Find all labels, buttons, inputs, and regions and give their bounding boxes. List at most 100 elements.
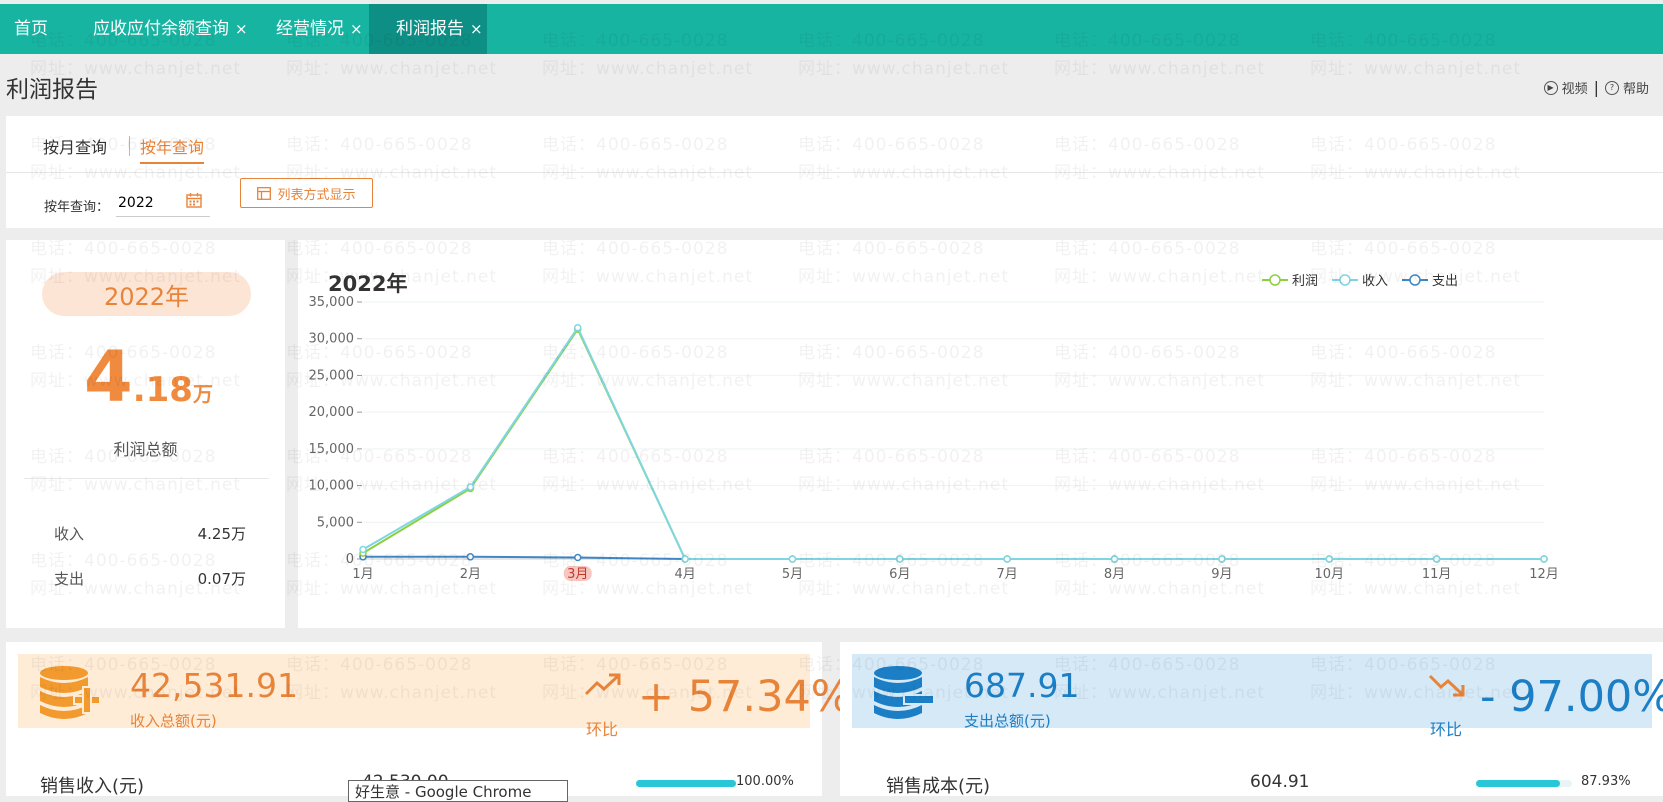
coins-plus-icon <box>40 666 100 719</box>
y-tick-label: 25,000 <box>309 368 355 383</box>
tab-label: 利润报告 <box>396 19 464 39</box>
series-line-1 <box>362 327 1544 560</box>
divider <box>129 136 130 156</box>
income-mom-percent: + 57.34% <box>638 672 852 722</box>
tab-business-status[interactable]: 经营情况 × <box>276 4 363 54</box>
watermark-site: 网址：www.chanjet.net <box>286 59 498 79</box>
calendar-icon[interactable] <box>186 193 202 208</box>
progress-fill <box>636 780 736 787</box>
profit-summary-panel: 2022年 4.18万 利润总额 收入 4.25万 支出 0.07万 <box>6 240 285 628</box>
expense-total-label: 支出总额(元) <box>964 712 1051 730</box>
data-point <box>1003 555 1011 563</box>
data-point <box>359 545 367 554</box>
y-tick-label: 15,000 <box>309 442 355 457</box>
legend-label: 支出 <box>1432 274 1459 289</box>
profit-integer: 4 <box>84 336 133 418</box>
expense-card-header: 687.91 支出总额(元) 环比 - 97.00% <box>852 654 1663 739</box>
legend-marker <box>1262 273 1288 286</box>
close-icon[interactable]: × <box>350 20 363 38</box>
x-tick-label: 6月 <box>889 567 910 582</box>
income-value: 4.25万 <box>197 525 246 543</box>
mom-label: 环比 <box>586 720 619 739</box>
expense-mom-percent: - 97.00% <box>1480 672 1663 722</box>
y-tick-label: 20,000 <box>309 405 355 420</box>
tab-receivable-payable[interactable]: 应收应付余额查询 × <box>93 4 248 54</box>
y-tick-label: 35,000 <box>309 295 355 310</box>
tab-label: 首页 <box>14 19 48 39</box>
year-filter-label: 按年查询： <box>44 200 110 215</box>
tab-bar: 首页 应收应付余额查询 × 经营情况 × 利润报告 × <box>0 4 1663 54</box>
x-tick-label: 4月 <box>674 567 695 582</box>
series-line-2 <box>362 325 1544 560</box>
data-point <box>1325 555 1334 563</box>
sales-income-label: 销售收入(元) <box>40 776 145 797</box>
page-title: 利润报告 <box>6 77 98 103</box>
expense-summary-row: 支出 0.07万 <box>54 568 246 589</box>
progress-fill <box>1476 780 1561 787</box>
x-tick-label: 9月 <box>1211 567 1232 582</box>
filter-panel: 按月查询 按年查询 按年查询： 列表方式显示 <box>6 116 1663 228</box>
tab-label: 应收应付余额查询 <box>93 19 229 39</box>
watermark-site: 网址：www.chanjet.net <box>1054 59 1266 79</box>
legend-item[interactable]: 支出 <box>1402 270 1458 289</box>
data-point <box>466 483 475 491</box>
watermark-site: 网址：www.chanjet.net <box>542 59 754 79</box>
x-tick-label: 10月 <box>1314 567 1344 582</box>
tab-month-query[interactable]: 按月查询 <box>43 138 108 157</box>
tab-profit-report[interactable]: 利润报告 × <box>369 4 487 54</box>
top-links: ▶ 视频 | ? 帮助 <box>1543 78 1649 97</box>
profit-chart-panel: 0 5,000 10,000 15,000 20,000 25,000 30,000 35,0… <box>298 240 1663 628</box>
expense-label: 支出 <box>54 570 85 588</box>
legend-marker <box>1332 273 1359 286</box>
play-icon: ▶ <box>1543 80 1558 95</box>
x-tick-label: 1月 <box>352 567 373 582</box>
chart-legend: 利润 收入 支出 <box>1262 270 1472 289</box>
watermark-site: 网址：www.chanjet.net <box>798 59 1010 79</box>
tab-home[interactable]: 首页 <box>14 4 48 54</box>
watermark-site: 网址：www.chanjet.net <box>1310 59 1522 79</box>
y-tick-label: 30,000 <box>309 332 355 347</box>
profit-decimal: .18 <box>132 370 193 410</box>
close-icon[interactable]: × <box>470 20 483 38</box>
legend-label: 收入 <box>1362 274 1389 289</box>
trend-up-icon <box>584 673 621 696</box>
legend-item[interactable]: 利润 <box>1262 270 1318 289</box>
mom-label: 环比 <box>1430 720 1463 739</box>
window-tooltip: 好生意 - Google Chrome <box>348 780 568 802</box>
income-label: 收入 <box>54 525 85 543</box>
tab-year-query[interactable]: 按年查询 <box>140 134 205 164</box>
divider <box>6 172 1663 173</box>
sales-cost-value: 604.91 <box>1250 772 1310 792</box>
data-point <box>573 323 582 332</box>
expense-total-amount: 687.91 <box>964 666 1080 705</box>
x-tick-label: 8月 <box>1104 567 1125 582</box>
x-tick-label: 7月 <box>997 567 1018 582</box>
legend-item[interactable]: 收入 <box>1332 270 1388 289</box>
sales-cost-progress <box>1476 780 1572 787</box>
close-icon[interactable]: × <box>235 20 248 38</box>
help-link[interactable]: ? 帮助 <box>1604 78 1649 97</box>
income-card-header: 42,531.91 收入总额(元) 环比 + 57.34% <box>18 654 852 739</box>
video-link[interactable]: ▶ 视频 <box>1543 78 1588 97</box>
trend-down-icon <box>1428 674 1465 697</box>
question-icon: ? <box>1604 80 1619 95</box>
income-summary-row: 收入 4.25万 <box>54 523 246 544</box>
data-point <box>466 553 475 561</box>
x-tick-highlight <box>563 566 592 581</box>
list-view-button[interactable]: 列表方式显示 <box>240 178 373 208</box>
divider: | <box>1593 78 1599 97</box>
legend-marker <box>1402 273 1429 286</box>
x-tick-label: 5月 <box>782 567 803 582</box>
sales-income-progress <box>636 780 736 787</box>
x-tick-label: 12月 <box>1529 567 1559 582</box>
data-point <box>1432 555 1441 563</box>
data-point <box>788 555 797 563</box>
data-point <box>573 553 582 562</box>
data-point <box>1110 555 1119 563</box>
expense-card: 687.91 支出总额(元) 环比 - 97.00% 销售成本(元) 604.9… <box>840 642 1663 797</box>
chart-title: 2022年 <box>328 272 408 296</box>
tab-label: 经营情况 <box>276 19 344 39</box>
year-badge: 2022年 <box>42 272 251 316</box>
income-card: 42,531.91 收入总额(元) 环比 + 57.34% 销售收入(元) 42… <box>6 642 852 797</box>
legend-label: 利润 <box>1292 274 1319 289</box>
